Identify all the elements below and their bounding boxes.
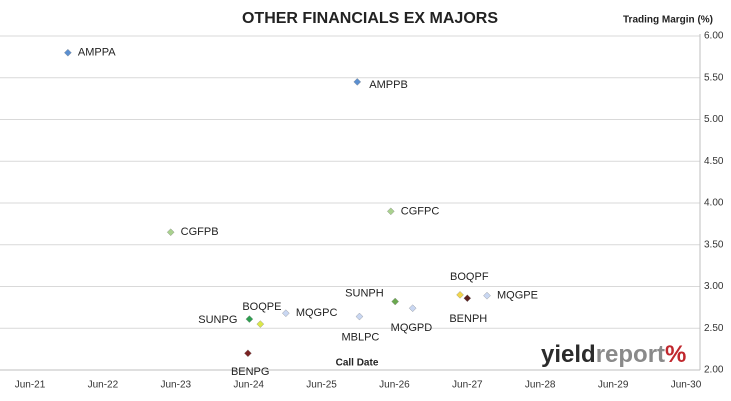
logo: yieldreport% — [541, 341, 686, 368]
point-label: MQGPE — [497, 290, 538, 302]
point-label: AMPPB — [369, 79, 408, 91]
point-label: AMPPA — [78, 47, 116, 59]
marker — [408, 304, 417, 312]
point-label: BENPG — [231, 366, 270, 378]
y-tick-label: 3.50 — [704, 239, 724, 250]
marker — [456, 291, 464, 299]
y-tick-label: 4.00 — [704, 198, 724, 209]
point-label: MQGPC — [296, 307, 338, 319]
point-label: SUNPH — [345, 287, 384, 299]
y-tick-label: 2.00 — [704, 365, 724, 376]
x-tick-label: Jun-29 — [598, 380, 629, 391]
point-label: CGFPC — [401, 205, 440, 217]
point-label: MBLPC — [341, 331, 379, 343]
marker — [166, 228, 175, 237]
y-tick-label: 5.50 — [704, 72, 724, 83]
y-axis-label: Trading Margin (%) — [623, 15, 713, 26]
chart-title: OTHER FINANCIALS EX MAJORS — [242, 10, 498, 27]
x-tick-label: Jun-21 — [15, 380, 46, 391]
y-tick-label: 6.00 — [704, 31, 724, 42]
x-tick-label: Jun-28 — [525, 380, 556, 391]
y-tick-label: 2.50 — [704, 323, 724, 334]
y-tick-label: 5.00 — [704, 114, 724, 125]
x-tick-label: Jun-27 — [452, 380, 483, 391]
point-label: CGFPB — [181, 226, 219, 238]
point-label: MQGPD — [391, 322, 433, 334]
logo-part: % — [665, 341, 686, 368]
marker — [64, 48, 72, 57]
x-tick-label: Jun-25 — [306, 380, 337, 391]
marker — [483, 291, 491, 300]
point-label: BOQPE — [242, 301, 281, 313]
x-axis-label: Call Date — [336, 358, 379, 369]
x-tick-label: Jun-30 — [671, 380, 702, 391]
x-tick-label: Jun-22 — [88, 380, 119, 391]
marker — [244, 349, 252, 358]
point-label: SUNPG — [198, 314, 237, 326]
x-tick-label: Jun-23 — [160, 380, 191, 391]
y-tick-label: 3.00 — [704, 281, 724, 292]
marker — [355, 312, 364, 321]
x-tick-label: Jun-26 — [379, 380, 410, 391]
logo-part: report — [596, 341, 665, 368]
marker — [387, 207, 395, 216]
x-tick-label: Jun-24 — [233, 380, 264, 391]
point-label: BENPH — [449, 313, 487, 325]
y-tick-label: 4.50 — [704, 156, 724, 167]
marker — [245, 315, 254, 323]
marker — [256, 320, 265, 328]
marker — [391, 297, 399, 306]
logo-part: yield — [541, 341, 596, 368]
marker — [353, 78, 362, 86]
marker — [282, 309, 290, 318]
marker — [463, 294, 472, 302]
point-label: BOQPF — [450, 271, 489, 283]
